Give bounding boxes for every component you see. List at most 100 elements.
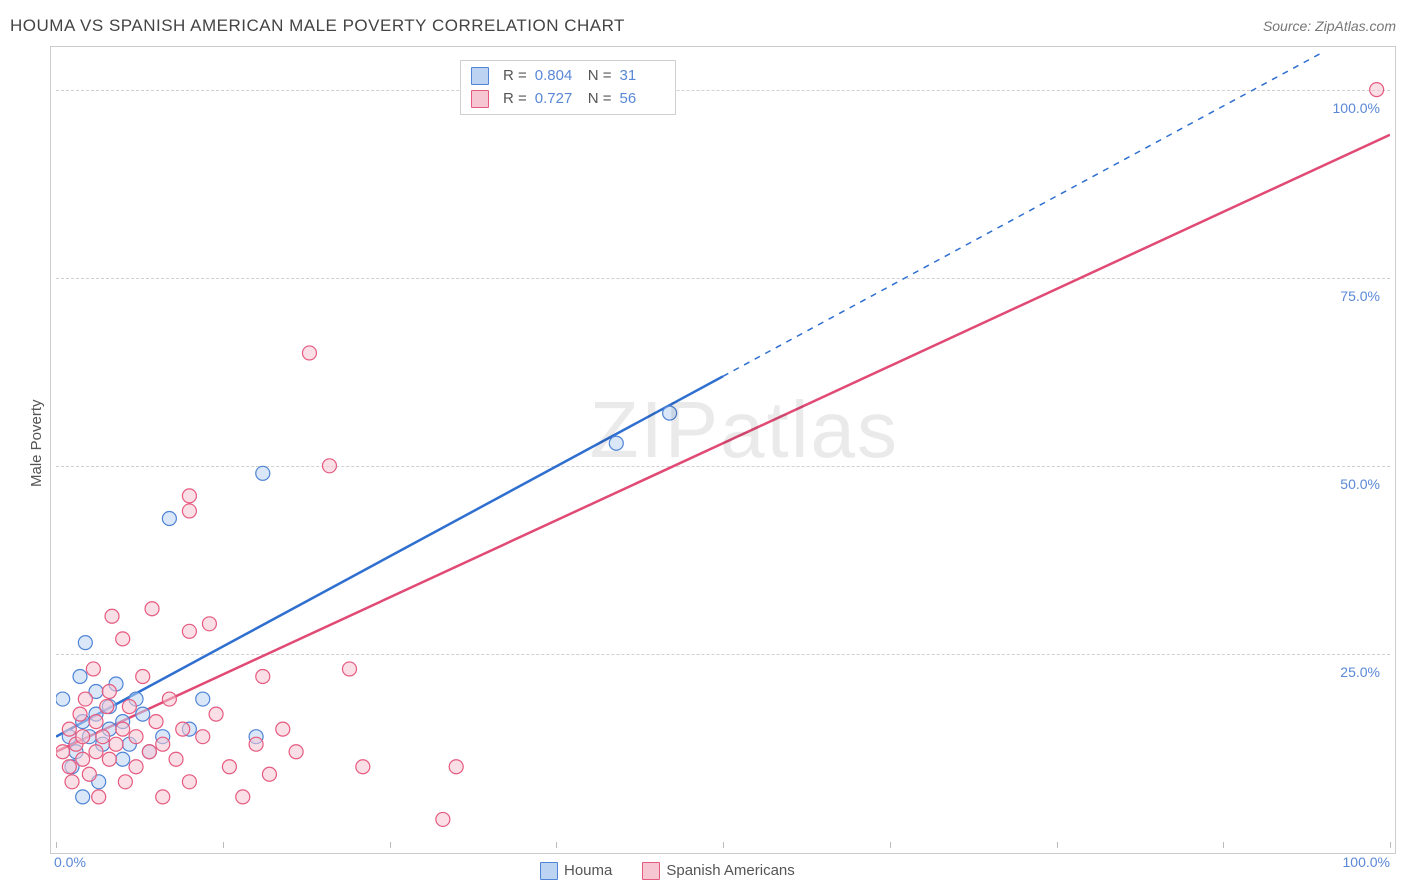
data-point-spanish — [162, 692, 176, 706]
stats-R-label: R = — [503, 65, 527, 88]
data-point-spanish — [100, 700, 114, 714]
data-point-spanish — [109, 737, 123, 751]
data-point-spanish — [122, 700, 136, 714]
data-point-spanish — [118, 775, 132, 789]
data-point-spanish — [62, 760, 76, 774]
y-axis-title: Male Poverty — [28, 399, 45, 487]
chart-source: Source: ZipAtlas.com — [1263, 18, 1396, 34]
plot-area — [56, 52, 1390, 842]
legend-swatch-spanish — [642, 862, 660, 880]
data-point-spanish — [73, 707, 87, 721]
stats-N-value-spanish: 56 — [620, 88, 665, 111]
data-point-spanish — [356, 760, 370, 774]
data-point-spanish — [92, 790, 106, 804]
data-point-spanish — [142, 745, 156, 759]
data-point-spanish — [202, 617, 216, 631]
data-point-spanish — [169, 752, 183, 766]
data-point-spanish — [116, 632, 130, 646]
plot-svg — [56, 52, 1390, 842]
data-point-houma — [256, 466, 270, 480]
x-tick — [1223, 842, 1224, 848]
y-tick-label: 75.0% — [1320, 288, 1380, 304]
data-point-spanish — [302, 346, 316, 360]
chart-title: HOUMA VS SPANISH AMERICAN MALE POVERTY C… — [10, 16, 625, 36]
stats-N-label: N = — [588, 65, 612, 88]
title-bar: HOUMA VS SPANISH AMERICAN MALE POVERTY C… — [10, 12, 1396, 40]
x-tick — [390, 842, 391, 848]
data-point-spanish — [82, 767, 96, 781]
x-tick — [556, 842, 557, 848]
data-point-spanish — [149, 715, 163, 729]
data-point-spanish — [116, 722, 130, 736]
stats-R-value-houma: 0.804 — [535, 65, 580, 88]
data-point-spanish — [222, 760, 236, 774]
data-point-houma — [162, 511, 176, 525]
data-point-spanish — [436, 812, 450, 826]
x-tick — [723, 842, 724, 848]
x-tick — [223, 842, 224, 848]
data-point-spanish — [1370, 83, 1384, 97]
data-point-spanish — [62, 722, 76, 736]
y-tick-label: 50.0% — [1320, 476, 1380, 492]
data-point-spanish — [145, 602, 159, 616]
legend-item-houma: Houma — [540, 862, 612, 880]
data-point-spanish — [322, 459, 336, 473]
data-point-houma — [56, 692, 70, 706]
data-point-houma — [78, 636, 92, 650]
data-point-spanish — [156, 737, 170, 751]
data-point-spanish — [276, 722, 290, 736]
regression-line-spanish — [56, 135, 1390, 752]
x-tick — [1390, 842, 1391, 848]
data-point-spanish — [182, 624, 196, 638]
stats-row-spanish: R =0.727N =56 — [471, 88, 665, 111]
stats-row-houma: R = 0.804 N = 31 — [471, 65, 665, 88]
data-point-spanish — [256, 669, 270, 683]
data-point-houma — [196, 692, 210, 706]
x-tick — [56, 842, 57, 848]
data-point-spanish — [262, 767, 276, 781]
legend-label-spanish: Spanish Americans — [666, 862, 794, 879]
data-point-spanish — [76, 730, 90, 744]
data-point-spanish — [102, 685, 116, 699]
data-point-spanish — [76, 752, 90, 766]
stats-swatch-houma — [471, 67, 489, 85]
x-tick — [890, 842, 891, 848]
data-point-spanish — [89, 745, 103, 759]
data-point-houma — [136, 707, 150, 721]
data-point-spanish — [182, 504, 196, 518]
data-point-spanish — [182, 489, 196, 503]
data-point-houma — [609, 436, 623, 450]
data-point-spanish — [182, 775, 196, 789]
data-point-houma — [76, 790, 90, 804]
data-point-spanish — [89, 715, 103, 729]
data-point-spanish — [289, 745, 303, 759]
data-point-spanish — [78, 692, 92, 706]
data-point-spanish — [105, 609, 119, 623]
stats-N-label: N = — [588, 88, 612, 111]
data-point-spanish — [102, 752, 116, 766]
legend-swatch-houma — [540, 862, 558, 880]
data-point-houma — [73, 669, 87, 683]
x-label-max: 100.0% — [1343, 854, 1390, 870]
data-point-spanish — [65, 775, 79, 789]
stats-N-value-houma: 31 — [620, 65, 665, 88]
y-tick-label: 25.0% — [1320, 664, 1380, 680]
data-point-spanish — [129, 730, 143, 744]
stats-R-value-spanish: 0.727 — [535, 88, 580, 111]
x-label-min: 0.0% — [54, 854, 86, 870]
legend-bottom: Houma Spanish Americans — [540, 862, 795, 880]
data-point-spanish — [156, 790, 170, 804]
data-point-spanish — [196, 730, 210, 744]
legend-item-spanish: Spanish Americans — [642, 862, 794, 880]
data-point-spanish — [249, 737, 263, 751]
stats-swatch-spanish — [471, 90, 489, 108]
x-tick — [1057, 842, 1058, 848]
regression-line-houma — [56, 376, 723, 736]
y-tick-label: 100.0% — [1320, 100, 1380, 116]
legend-label-houma: Houma — [564, 862, 612, 879]
data-point-spanish — [342, 662, 356, 676]
stats-box: R = 0.804 N = 31R = 0.727 N = 56 — [460, 60, 676, 115]
data-point-spanish — [129, 760, 143, 774]
data-point-spanish — [136, 669, 150, 683]
data-point-spanish — [96, 730, 110, 744]
